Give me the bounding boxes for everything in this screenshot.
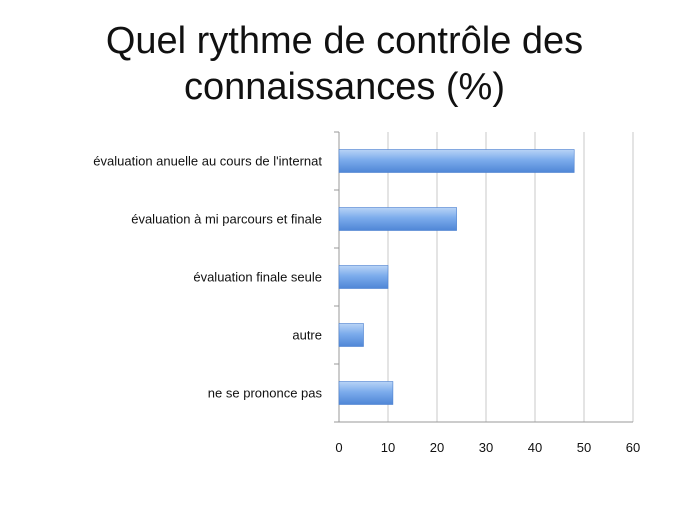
x-tick-label: 20 [430, 440, 444, 455]
bars [338, 149, 575, 405]
slide-title-line-1: Quel rythme de contrôle des [105, 20, 584, 62]
bar [338, 323, 364, 347]
category-label: autre [292, 328, 322, 343]
gridlines [387, 132, 634, 422]
x-tick-label: 40 [528, 440, 542, 455]
category-labels: évaluation anuelle au cours de l'interna… [93, 154, 322, 401]
category-label: évaluation finale seule [193, 270, 322, 285]
bar [338, 265, 389, 289]
category-label: évaluation anuelle au cours de l'interna… [93, 154, 322, 169]
bar [338, 381, 394, 405]
x-tick-label: 0 [335, 440, 342, 455]
category-label: évaluation à mi parcours et finale [131, 212, 322, 227]
tick-labels: 0 10 20 30 40 50 60 [335, 440, 640, 455]
bar [338, 149, 575, 173]
x-tick-label: 30 [479, 440, 493, 455]
slide-title: Quel rythme de contrôle des connaissance… [0, 18, 689, 110]
x-tick-label: 60 [626, 440, 640, 455]
x-tick-label: 10 [381, 440, 395, 455]
x-tick-label: 50 [577, 440, 591, 455]
bar [338, 207, 457, 231]
category-label: ne se prononce pas [208, 386, 323, 401]
slide-title-line-2: connaissances (%) [183, 66, 506, 108]
